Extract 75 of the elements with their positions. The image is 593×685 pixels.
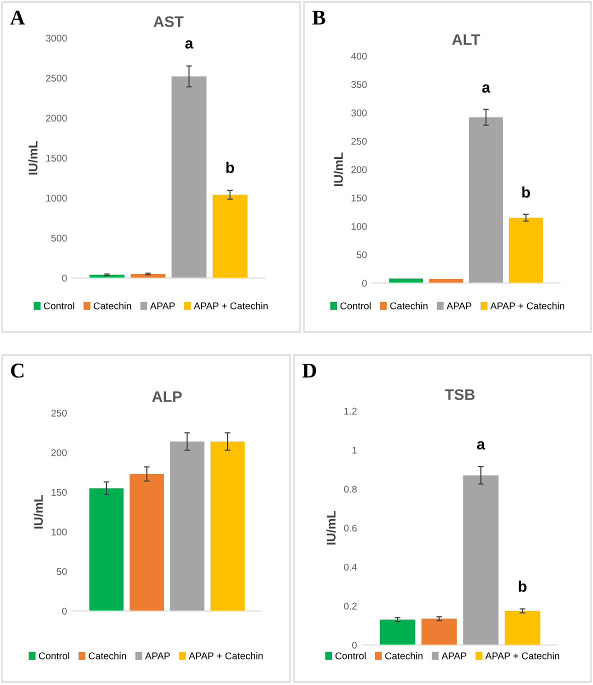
text: D	[302, 364, 316, 378]
annotation: a	[482, 84, 490, 93]
y-tick-label: 0	[362, 280, 367, 287]
legend-label: Control	[38, 652, 70, 660]
y-tick-label: 0.4	[344, 564, 357, 571]
y-tick-label: 0.8	[344, 486, 357, 493]
legend-label: APAP	[145, 652, 170, 660]
annotation: a	[185, 40, 194, 49]
y-axis-title: IU/mL	[326, 511, 336, 545]
bar	[504, 610, 540, 645]
legend-label: Control	[44, 302, 74, 310]
annotation: b	[226, 162, 234, 173]
y-axis-title: IU/mL	[334, 152, 344, 186]
y-tick-label: 150	[352, 194, 367, 202]
y-tick-label: 50	[56, 568, 67, 576]
legend-label: APAP	[442, 652, 466, 660]
text: A	[10, 10, 25, 24]
y-tick-label: 400	[351, 52, 367, 60]
legend-label: APAP + Catechin	[194, 302, 268, 310]
legend-label: Catechin	[94, 302, 131, 310]
chart-title: ALT	[452, 34, 480, 45]
y-axis-title: IU/mL	[28, 141, 38, 175]
y-tick-label: 300	[351, 109, 367, 116]
legend-label: Catechin	[385, 652, 422, 660]
legend-label: Control	[340, 302, 371, 310]
y-tick-label: 350	[351, 81, 367, 88]
y-tick-label: 1000	[46, 194, 67, 202]
text: C	[11, 364, 24, 378]
chart-title: ALP	[152, 391, 182, 402]
chart-title: AST	[154, 16, 184, 28]
y-tick-label: 2000	[46, 114, 67, 122]
y-tick-label: 100	[352, 222, 367, 230]
y-tick-label: 1.2	[344, 408, 357, 415]
legend-label: APAP	[150, 302, 175, 310]
y-tick-label: 3000	[46, 34, 67, 42]
bar	[210, 442, 245, 611]
y-tick-label: 250	[51, 410, 67, 417]
y-tick-label: 1	[352, 446, 357, 454]
bar	[172, 76, 206, 278]
legend-label: Catechin	[390, 302, 428, 310]
chart-title: TSB	[444, 389, 475, 400]
bar	[463, 475, 499, 645]
y-axis-title: IU/mL	[34, 495, 44, 529]
annotation: b	[518, 580, 527, 592]
legend-label: APAP	[446, 302, 472, 310]
y-tick-label: 200	[51, 449, 67, 456]
text: B	[312, 10, 326, 25]
y-tick-label: 0.6	[344, 524, 357, 532]
legend-label: APAP + Catechin	[485, 652, 560, 660]
bar	[89, 488, 124, 611]
annotation: b	[522, 186, 530, 198]
legend-label: Control	[335, 652, 366, 660]
y-tick-label: 50	[356, 251, 367, 258]
legend-label: APAP + Catechin	[188, 652, 263, 660]
y-tick-label: 1500	[46, 154, 67, 162]
bar	[380, 620, 416, 645]
y-tick-label: 100	[52, 528, 67, 536]
bar	[212, 194, 248, 278]
y-tick-label: 150	[52, 488, 67, 496]
bar	[508, 218, 543, 283]
y-tick-label: 250	[351, 138, 367, 145]
y-tick-label: 0	[352, 642, 357, 649]
legend-label: APAP + Catechin	[490, 302, 564, 310]
bar	[170, 442, 204, 611]
legend-label: Catechin	[88, 652, 126, 660]
y-tick-label: 0.2	[344, 602, 357, 610]
y-tick-label: 200	[351, 166, 367, 174]
y-tick-label: 0	[62, 274, 67, 282]
annotation: a	[477, 441, 486, 450]
bar	[130, 474, 164, 611]
y-tick-label: 0	[62, 608, 67, 615]
bar	[421, 618, 457, 645]
bar	[468, 117, 503, 283]
y-tick-label: 500	[51, 234, 67, 242]
y-tick-label: 2500	[46, 74, 67, 82]
